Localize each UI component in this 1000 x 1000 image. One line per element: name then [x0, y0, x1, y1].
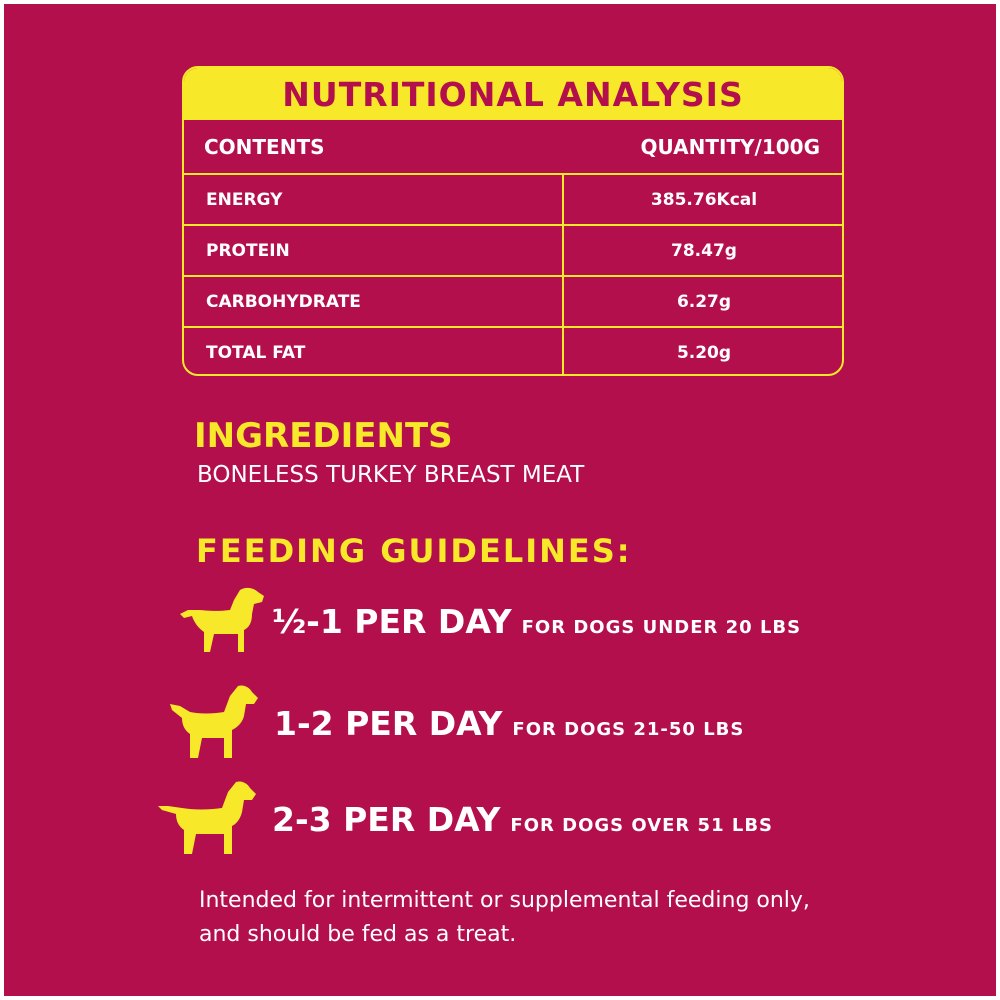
- product-info-panel: NUTRITIONAL ANALYSIS CONTENTS QUANTITY/1…: [4, 4, 996, 996]
- ingredients-text: BONELESS TURKEY BREAST MEAT: [197, 462, 585, 488]
- amount-text: 2-3 PER DAY: [272, 800, 501, 839]
- quantity-header: QUANTITY/100G: [640, 134, 820, 159]
- dog-icon: [170, 685, 258, 758]
- table-row: CARBOHYDRATE 6.27g: [184, 275, 842, 326]
- ingredients-title: INGREDIENTS: [194, 416, 453, 456]
- nutrient-label: ENERGY: [206, 189, 283, 210]
- nutrient-value: 5.20g: [562, 328, 842, 374]
- nutrient-label: TOTAL FAT: [206, 342, 306, 363]
- nutrient-value: 385.76Kcal: [562, 175, 842, 224]
- table-row: ENERGY 385.76Kcal: [184, 173, 842, 224]
- amount-text: ½-1 PER DAY: [272, 602, 512, 641]
- nutrient-value: 78.47g: [562, 226, 842, 275]
- guideline-amount: 1-2 PER DAY FOR DOGS 21-50 LBS: [274, 704, 744, 743]
- nutrient-label: CARBOHYDRATE: [206, 291, 361, 312]
- table-row: PROTEIN 78.47g: [184, 224, 842, 275]
- table-row: TOTAL FAT 5.20g: [184, 326, 842, 374]
- feeding-title: FEEDING GUIDELINES:: [196, 532, 632, 570]
- feeding-note: Intended for intermittent or supplementa…: [199, 888, 810, 947]
- nutrient-label: PROTEIN: [206, 240, 290, 261]
- guideline-amount: 2-3 PER DAY FOR DOGS OVER 51 LBS: [272, 800, 773, 839]
- guideline-target: FOR DOGS OVER 51 LBS: [510, 815, 774, 836]
- guideline-target: FOR DOGS UNDER 20 LBS: [521, 617, 802, 638]
- guideline-amount: ½-1 PER DAY FOR DOGS UNDER 20 LBS: [272, 602, 801, 641]
- nutrition-table-header: CONTENTS QUANTITY/100G: [184, 120, 842, 173]
- nutrition-table-title: NUTRITIONAL ANALYSIS: [184, 68, 842, 120]
- guideline-target: FOR DOGS 21-50 LBS: [512, 719, 745, 740]
- dog-icon: [158, 781, 256, 854]
- dog-icon: [180, 587, 264, 652]
- nutrition-table: NUTRITIONAL ANALYSIS CONTENTS QUANTITY/1…: [182, 66, 844, 376]
- contents-header: CONTENTS: [204, 134, 325, 159]
- amount-text: 1-2 PER DAY: [274, 704, 503, 743]
- nutrient-value: 6.27g: [562, 277, 842, 326]
